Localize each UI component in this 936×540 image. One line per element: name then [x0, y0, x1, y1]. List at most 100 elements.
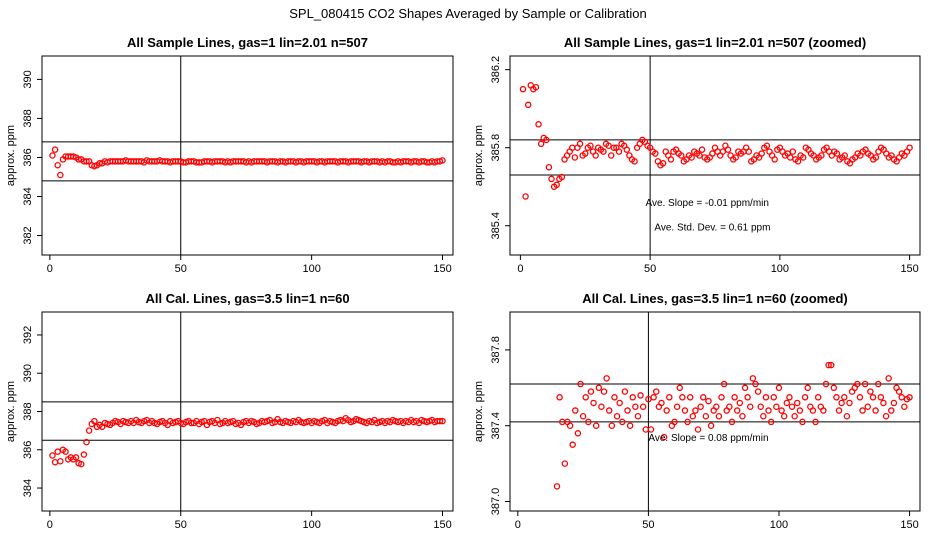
- y-tick-label: 386.2: [490, 56, 502, 84]
- data-point: [709, 150, 716, 157]
- chart-panel-4: All Cal. Lines, gas=3.5 lin=1 n=60 (zoom…: [473, 291, 921, 531]
- data-point: [745, 148, 752, 155]
- data-point: [660, 433, 668, 441]
- data-point: [54, 162, 61, 169]
- chart-panel-1: All Sample Lines, gas=1 lin=2.01 n=507 0 5…: [5, 35, 454, 275]
- data-point: [629, 394, 636, 401]
- data-point: [833, 394, 840, 401]
- data-point: [720, 380, 728, 388]
- data-point: [869, 394, 877, 401]
- data-point: [577, 380, 584, 388]
- data-point: [762, 394, 770, 401]
- data-point: [820, 407, 827, 414]
- data-point: [439, 417, 446, 425]
- data-point: [872, 154, 880, 161]
- x-tick-label: 150: [900, 263, 918, 275]
- plot-frame: [41, 311, 454, 512]
- data-point: [522, 193, 529, 200]
- data-point: [799, 154, 807, 161]
- y-tick-label: 384: [22, 479, 34, 497]
- data-point: [611, 394, 618, 401]
- data-point: [569, 441, 576, 448]
- y-tick-label: 385.8: [490, 134, 502, 162]
- data-point: [733, 407, 741, 414]
- y-tick-label: 387.8: [490, 336, 502, 364]
- data-point: [616, 399, 623, 407]
- data-point: [49, 452, 56, 459]
- data-point: [621, 388, 629, 395]
- data-point: [859, 407, 866, 414]
- data-point: [524, 101, 532, 109]
- data-point: [626, 422, 634, 429]
- y-tick-label: 382: [22, 226, 34, 244]
- data-point: [783, 399, 791, 407]
- data-point: [835, 407, 843, 414]
- data-point: [841, 152, 848, 159]
- y-tick-label: 390: [22, 364, 34, 382]
- x-tick-label: 100: [770, 519, 788, 531]
- data-series: [519, 82, 913, 200]
- data-point: [812, 418, 819, 426]
- data-point: [694, 426, 702, 433]
- plot-frame: [509, 311, 921, 512]
- data-point: [719, 148, 727, 155]
- data-point: [861, 380, 869, 388]
- data-point: [770, 394, 778, 401]
- data-point: [890, 399, 898, 407]
- data-point: [804, 384, 811, 392]
- data-point: [874, 380, 882, 388]
- data-point: [822, 380, 830, 388]
- chart-title: All Sample Lines, gas=1 lin=2.01 n=507: [127, 35, 368, 50]
- data-point: [788, 403, 796, 411]
- data-point: [72, 454, 80, 461]
- data-point: [590, 399, 597, 407]
- y-axis-label: approx. ppm: [5, 381, 17, 442]
- data-point: [615, 148, 623, 155]
- data-point: [739, 412, 746, 420]
- y-tick-label: 385.4: [490, 212, 502, 240]
- data-point: [439, 157, 446, 164]
- data-point: [765, 407, 772, 414]
- data-point: [814, 394, 822, 401]
- chart-title: All Sample Lines, gas=1 lin=2.01 n=507 (…: [564, 35, 866, 50]
- data-point: [752, 380, 759, 388]
- data-point: [605, 407, 613, 414]
- y-tick-label: 392: [22, 326, 34, 344]
- data-point: [867, 388, 874, 395]
- x-tick-label: 50: [644, 263, 656, 275]
- data-point: [898, 394, 905, 401]
- data-point: [543, 136, 550, 144]
- data-series: [49, 414, 446, 468]
- data-point: [707, 422, 715, 429]
- data-point: [732, 154, 740, 161]
- data-point: [650, 394, 657, 401]
- x-tick-label: 50: [175, 519, 187, 531]
- data-point: [569, 144, 576, 151]
- data-point: [652, 388, 660, 395]
- data-point: [760, 412, 767, 420]
- data-point: [582, 394, 589, 401]
- data-point: [692, 407, 699, 414]
- plot-frame: [41, 55, 454, 256]
- data-point: [724, 146, 732, 153]
- data-point: [610, 144, 618, 151]
- data-point: [702, 412, 710, 420]
- y-axis-label: approx. ppm: [473, 381, 485, 442]
- data-point: [595, 384, 603, 392]
- y-tick-label: 384: [22, 187, 34, 205]
- data-point: [634, 412, 642, 420]
- data-point: [794, 399, 801, 407]
- y-tick-label: 387.0: [490, 488, 502, 516]
- data-point: [833, 150, 841, 157]
- x-tick-label: 100: [302, 263, 320, 275]
- data-point: [684, 418, 691, 426]
- data-point: [436, 417, 444, 425]
- data-point: [572, 407, 579, 414]
- data-point: [749, 375, 757, 382]
- data-point: [771, 156, 778, 163]
- data-point: [592, 152, 599, 159]
- data-point: [880, 399, 887, 407]
- data-point: [83, 158, 90, 165]
- data-point: [901, 403, 908, 411]
- figure-title: SPL_080415 CO2 Shapes Averaged by Sample…: [289, 6, 647, 21]
